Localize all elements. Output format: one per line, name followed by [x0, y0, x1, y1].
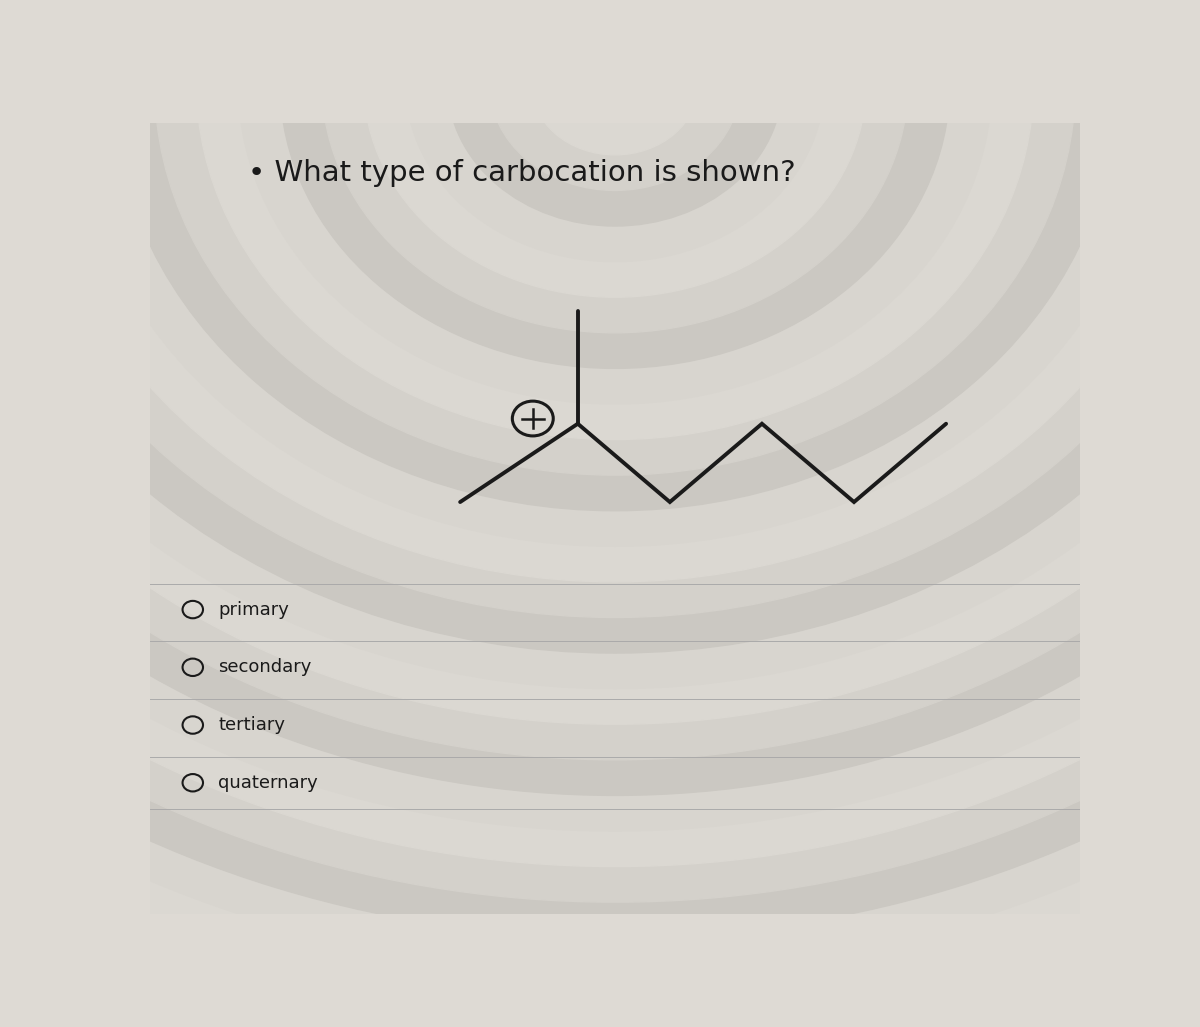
Circle shape: [197, 0, 1033, 440]
Circle shape: [406, 0, 824, 262]
Text: quaternary: quaternary: [218, 773, 318, 792]
Circle shape: [155, 0, 1075, 476]
Circle shape: [71, 0, 1159, 546]
Circle shape: [364, 0, 866, 297]
Text: secondary: secondary: [218, 658, 312, 677]
Circle shape: [239, 0, 991, 404]
Circle shape: [0, 0, 1200, 760]
Circle shape: [322, 0, 908, 333]
Circle shape: [281, 0, 950, 369]
Text: primary: primary: [218, 601, 289, 618]
Circle shape: [0, 0, 1200, 867]
Circle shape: [29, 0, 1200, 582]
Circle shape: [448, 0, 782, 226]
Circle shape: [0, 0, 1200, 689]
Circle shape: [0, 0, 1200, 831]
Circle shape: [0, 0, 1200, 724]
Circle shape: [0, 0, 1200, 795]
Circle shape: [113, 0, 1117, 510]
Circle shape: [0, 0, 1200, 902]
Circle shape: [490, 0, 740, 190]
Circle shape: [0, 0, 1200, 653]
Text: tertiary: tertiary: [218, 716, 286, 734]
Circle shape: [0, 0, 1200, 617]
Circle shape: [0, 0, 1200, 974]
Circle shape: [574, 48, 656, 119]
Circle shape: [0, 0, 1200, 938]
Circle shape: [532, 12, 698, 155]
Text: • What type of carbocation is shown?: • What type of carbocation is shown?: [247, 159, 796, 187]
